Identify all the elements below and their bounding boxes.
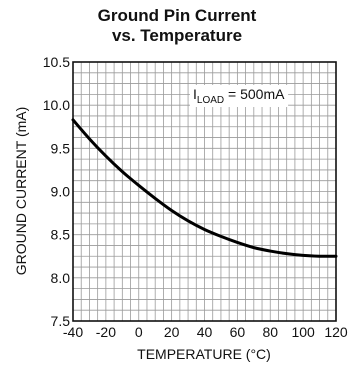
y-tick-label-1: 8.0 (51, 270, 71, 286)
x-tick-label-5: 60 (230, 324, 246, 340)
x-tick-label-3: 20 (164, 324, 180, 340)
x-axis-label: TEMPERATURE (°C) (137, 346, 271, 362)
annotation-sub: LOAD (197, 95, 224, 106)
y-tick-label-2: 8.5 (51, 227, 71, 243)
annotation-rest: = 500mA (224, 86, 285, 102)
chart-title-line-2: vs. Temperature (111, 26, 243, 45)
x-tick-label-6: 80 (262, 324, 278, 340)
x-tick-labels: -40 -20 0 20 40 60 80 100 120 (63, 324, 348, 340)
y-tick-labels: 7.5 8.0 8.5 9.0 9.5 10.0 10.5 (43, 54, 70, 329)
chart-title-line-1: Ground Pin Current (97, 6, 257, 25)
y-tick-label-3: 9.0 (51, 184, 71, 200)
chart-title: Ground Pin Current vs. Temperature (0, 6, 354, 46)
x-tick-label-4: 40 (197, 324, 213, 340)
y-tick-label-5: 10.0 (43, 97, 70, 113)
annotation-main: I (193, 86, 197, 102)
load-annotation: ILOAD = 500mA (193, 86, 285, 106)
x-tick-label-2: 0 (135, 324, 143, 340)
y-tick-label-6: 10.5 (43, 54, 70, 70)
x-tick-label-8: 120 (324, 324, 348, 340)
plot-frame (72, 61, 337, 322)
series-group (71, 118, 338, 258)
x-tick-label-7: 100 (291, 324, 315, 340)
y-tick-label-0: 7.5 (51, 313, 71, 329)
annotation-background (190, 85, 289, 107)
x-tick-label-1: -20 (96, 324, 116, 340)
series-line-0 (71, 118, 338, 258)
y-axis-label: GROUND CURRENT (mA) (13, 107, 29, 276)
x-tick-label-0: -40 (63, 324, 83, 340)
y-tick-label-4: 9.5 (51, 140, 71, 156)
